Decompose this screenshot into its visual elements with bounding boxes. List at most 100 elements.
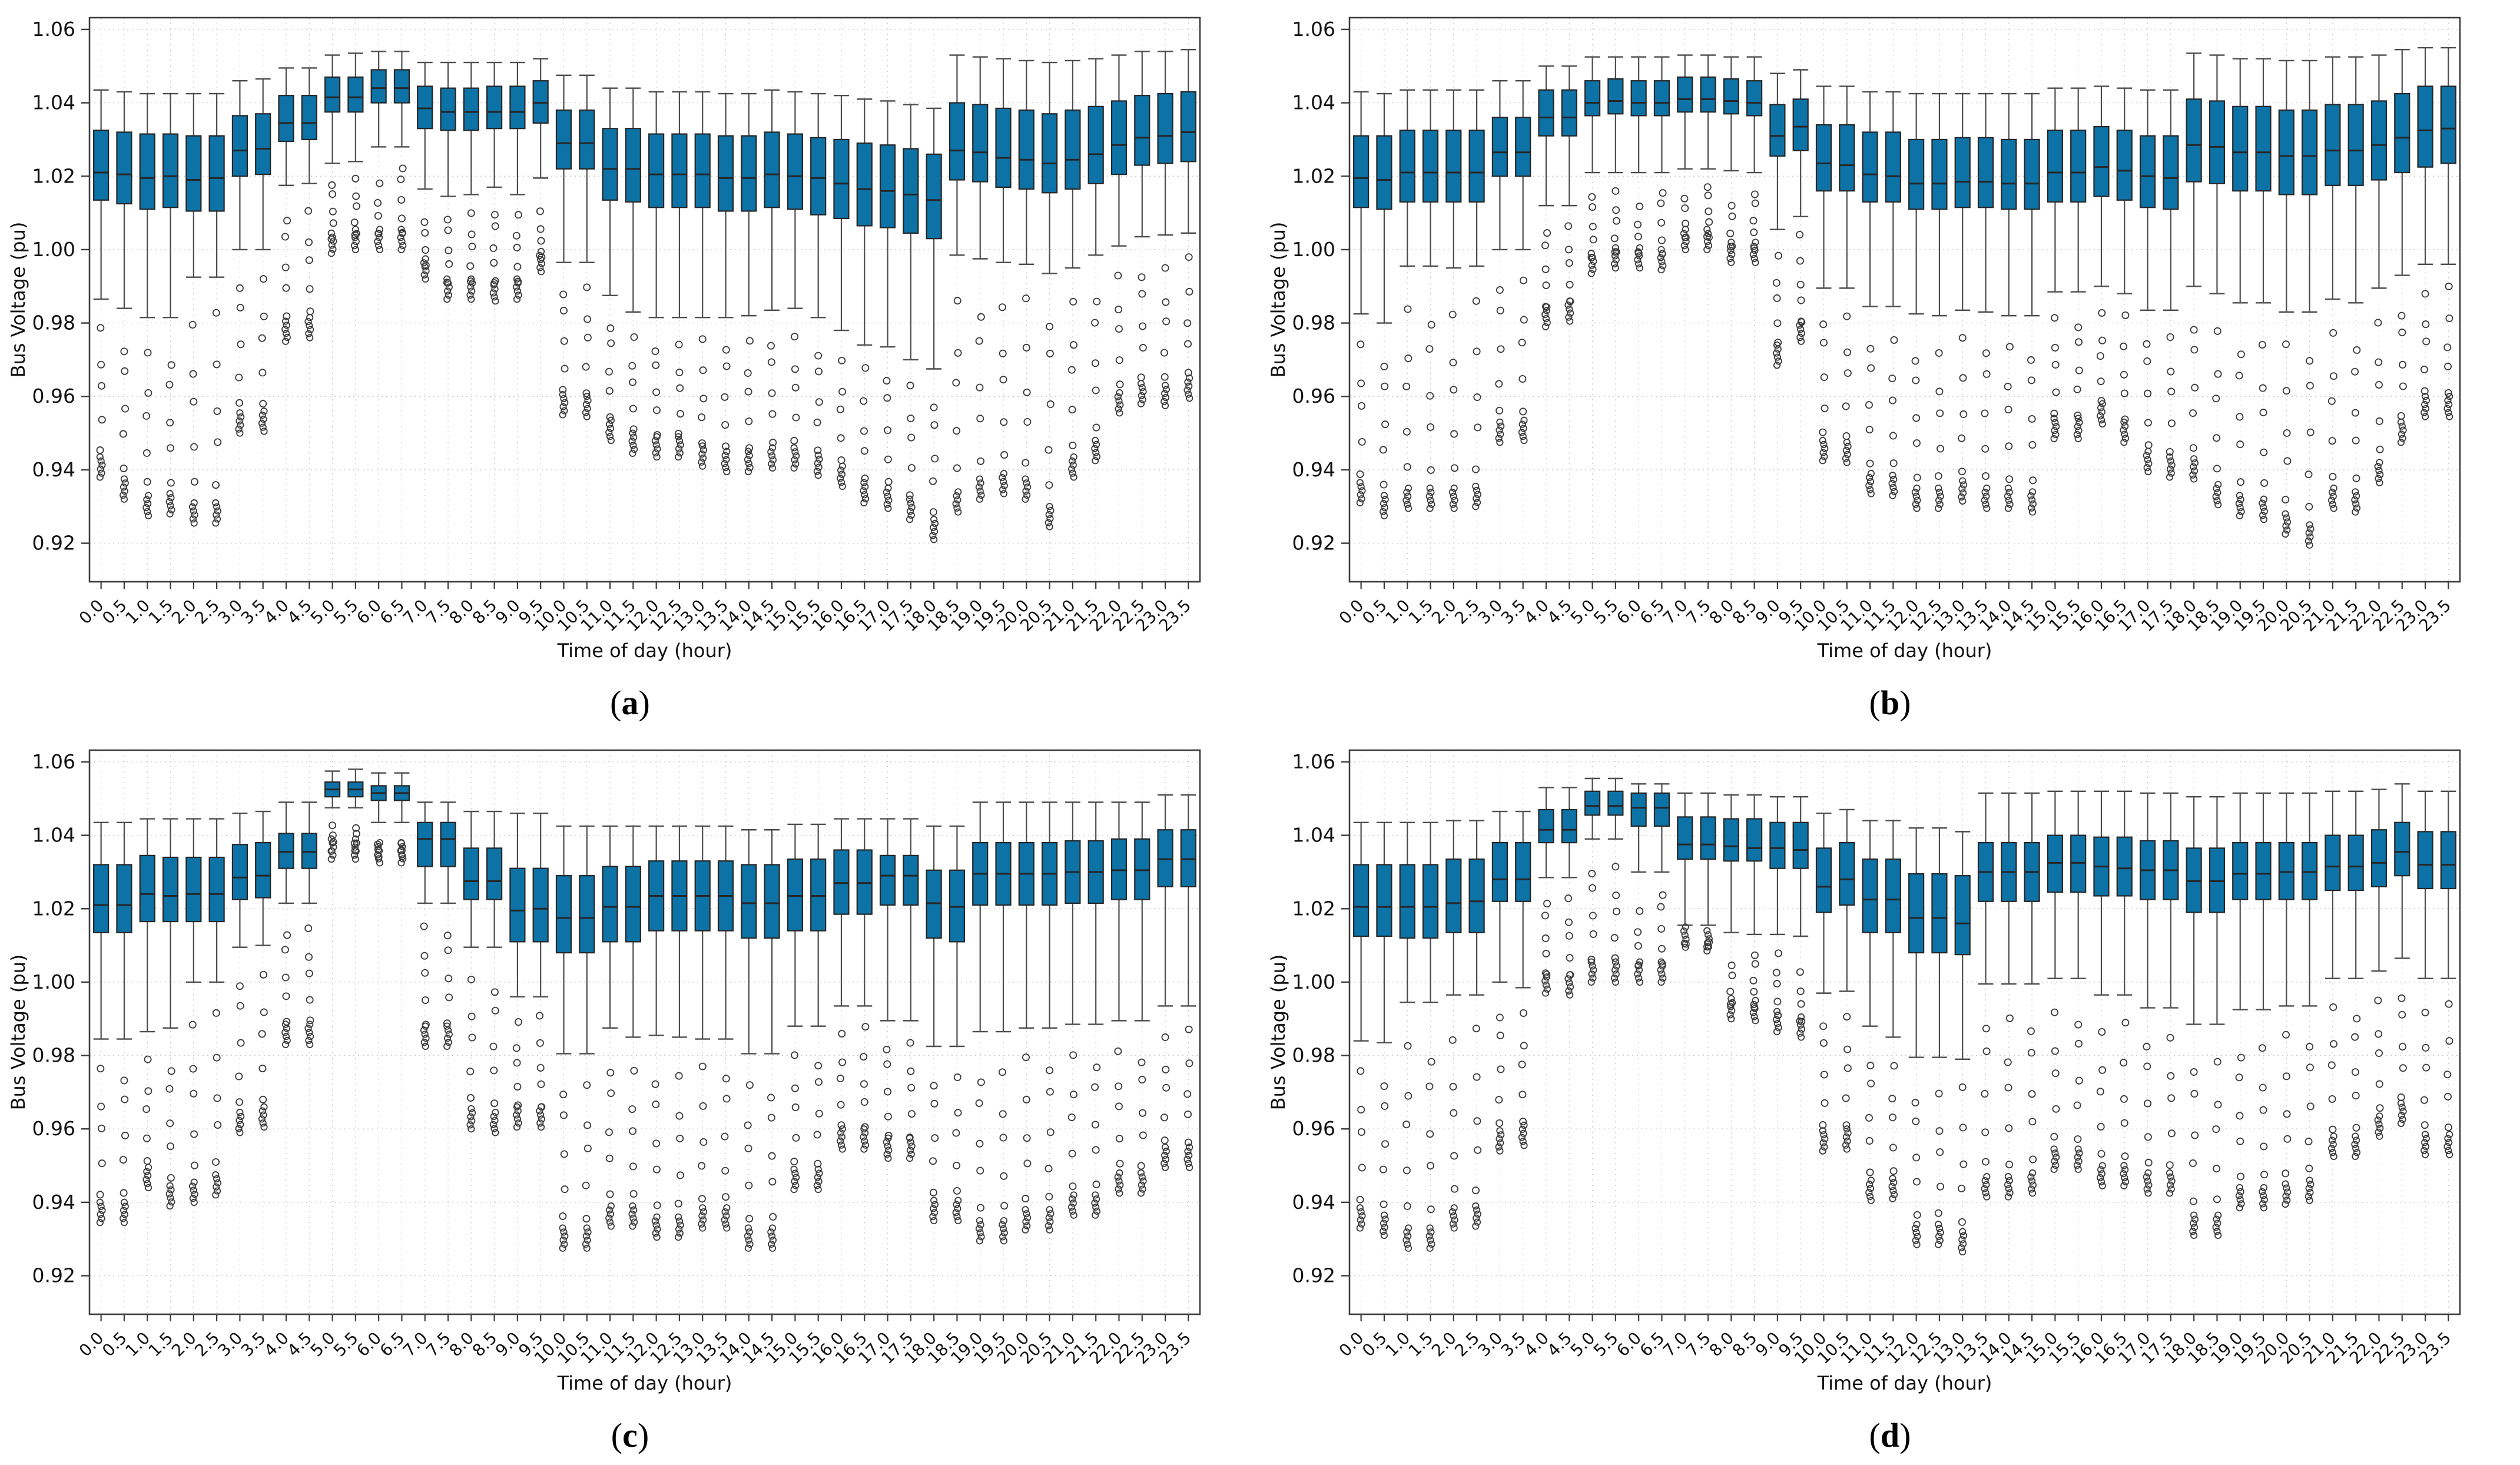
- box-rect: [2070, 834, 2087, 893]
- outlier-points: [1045, 323, 1055, 531]
- box-item: [1110, 801, 1128, 1197]
- box-item: [741, 829, 757, 1252]
- box-item: [1630, 783, 1647, 986]
- outlier-points: [605, 1069, 615, 1230]
- box-item: [810, 823, 827, 1194]
- box-rect: [393, 69, 410, 104]
- box-rect: [2116, 836, 2133, 897]
- box-rect: [1630, 80, 1647, 117]
- y-tick-label: 0.98: [32, 1044, 75, 1067]
- box-rect: [2370, 829, 2388, 887]
- outlier-points: [2443, 282, 2453, 420]
- box-item: [255, 78, 271, 435]
- outlier-points: [1610, 187, 1620, 272]
- outlier-points: [975, 313, 985, 503]
- box-rect: [1399, 864, 1415, 939]
- outlier-points: [258, 275, 268, 435]
- box-item: [694, 825, 711, 1232]
- outlier-points: [651, 1080, 661, 1241]
- box-item: [2255, 58, 2272, 523]
- box-item: [1607, 777, 1624, 986]
- box-item: [185, 818, 202, 1206]
- outlier-points: [2374, 996, 2384, 1140]
- y-tick-label: 1.04: [32, 91, 75, 114]
- boxplot-panel-d: 0.92 0.94 0.96 0.98 1.00 1.02 1.04 1.06 0.0 0.5 1.…: [1260, 732, 2520, 1465]
- box-rect: [532, 867, 549, 943]
- box-item: [1468, 820, 1485, 1230]
- box-rect: [1931, 138, 1948, 210]
- box-rect: [602, 866, 618, 943]
- box-series: [1353, 47, 2456, 549]
- box-item: [995, 801, 1012, 1245]
- outlier-points: [674, 1072, 685, 1241]
- box-rect: [278, 95, 294, 142]
- y-axis: 0.92 0.94 0.96 0.98 1.00 1.02 1.04 1.06: [1292, 750, 1349, 1287]
- box-rect: [717, 135, 734, 212]
- box-rect: [1561, 89, 1577, 137]
- outlier-points: [1981, 1025, 1991, 1201]
- outlier-points: [1183, 253, 1193, 402]
- box-item: [1792, 69, 1809, 345]
- box-item: [2163, 792, 2179, 1197]
- outlier-points: [2027, 356, 2037, 516]
- y-tick-label: 1.00: [1292, 970, 1335, 993]
- box-item: [231, 813, 248, 1136]
- box-item: [324, 54, 341, 257]
- box-rect: [2001, 138, 2017, 210]
- box-rect: [463, 847, 479, 900]
- box-rect: [301, 95, 317, 141]
- box-item: [2417, 790, 2433, 1158]
- y-tick-label: 0.94: [1292, 458, 1335, 481]
- box-rect: [1538, 89, 1554, 137]
- outlier-points: [2050, 314, 2060, 443]
- outlier-points: [1981, 349, 1991, 512]
- box-item: [1399, 89, 1415, 512]
- box-item: [579, 825, 595, 1252]
- box-item: [1885, 820, 1901, 1202]
- outlier-points: [2120, 311, 2130, 446]
- outlier-points: [1865, 1062, 1875, 1204]
- box-rect: [1445, 859, 1462, 933]
- y-axis-title: Bus Voltage (pu): [1267, 954, 1289, 1111]
- box-item: [1908, 827, 1925, 1248]
- outlier-points: [1680, 923, 1690, 951]
- box-rect: [2209, 847, 2226, 913]
- box-item: [1018, 801, 1034, 1234]
- outlier-points: [2420, 1009, 2431, 1158]
- box-item: [301, 801, 317, 1048]
- box-rect: [1468, 130, 1485, 203]
- y-tick-label: 1.06: [1292, 750, 1335, 773]
- outlier-points: [2351, 346, 2361, 516]
- box-rect: [1353, 864, 1370, 937]
- outlier-points: [2096, 1028, 2107, 1189]
- box-rect: [116, 864, 132, 933]
- box-item: [1561, 787, 1577, 999]
- box-item: [93, 821, 110, 1227]
- box-rect: [463, 87, 479, 131]
- outlier-points: [767, 1093, 777, 1252]
- outlier-points: [1114, 271, 1124, 417]
- outlier-points: [327, 181, 337, 257]
- box-rect: [2325, 104, 2341, 186]
- box-item: [833, 818, 850, 1153]
- box-item: [1353, 91, 1370, 507]
- box-rect: [2232, 105, 2249, 192]
- box-rect: [1723, 818, 1739, 862]
- outlier-points: [212, 1009, 222, 1199]
- caption-letter: d: [1880, 1416, 1900, 1454]
- box-item: [1065, 59, 1081, 481]
- box-item: [1954, 92, 1971, 505]
- outlier-points: [605, 324, 615, 445]
- box-item: [2209, 796, 2226, 1239]
- outlier-points: [883, 1045, 893, 1162]
- box-rect: [532, 80, 549, 124]
- box-rect: [1422, 130, 1439, 203]
- box-item: [1445, 89, 1462, 512]
- outlier-points: [721, 1075, 731, 1232]
- outlier-points: [1958, 334, 1968, 505]
- outlier-points: [836, 356, 847, 490]
- y-tick-label: 0.92: [32, 532, 75, 555]
- box-rect: [1630, 792, 1647, 827]
- box-rect: [787, 133, 803, 210]
- box-item: [903, 818, 919, 1162]
